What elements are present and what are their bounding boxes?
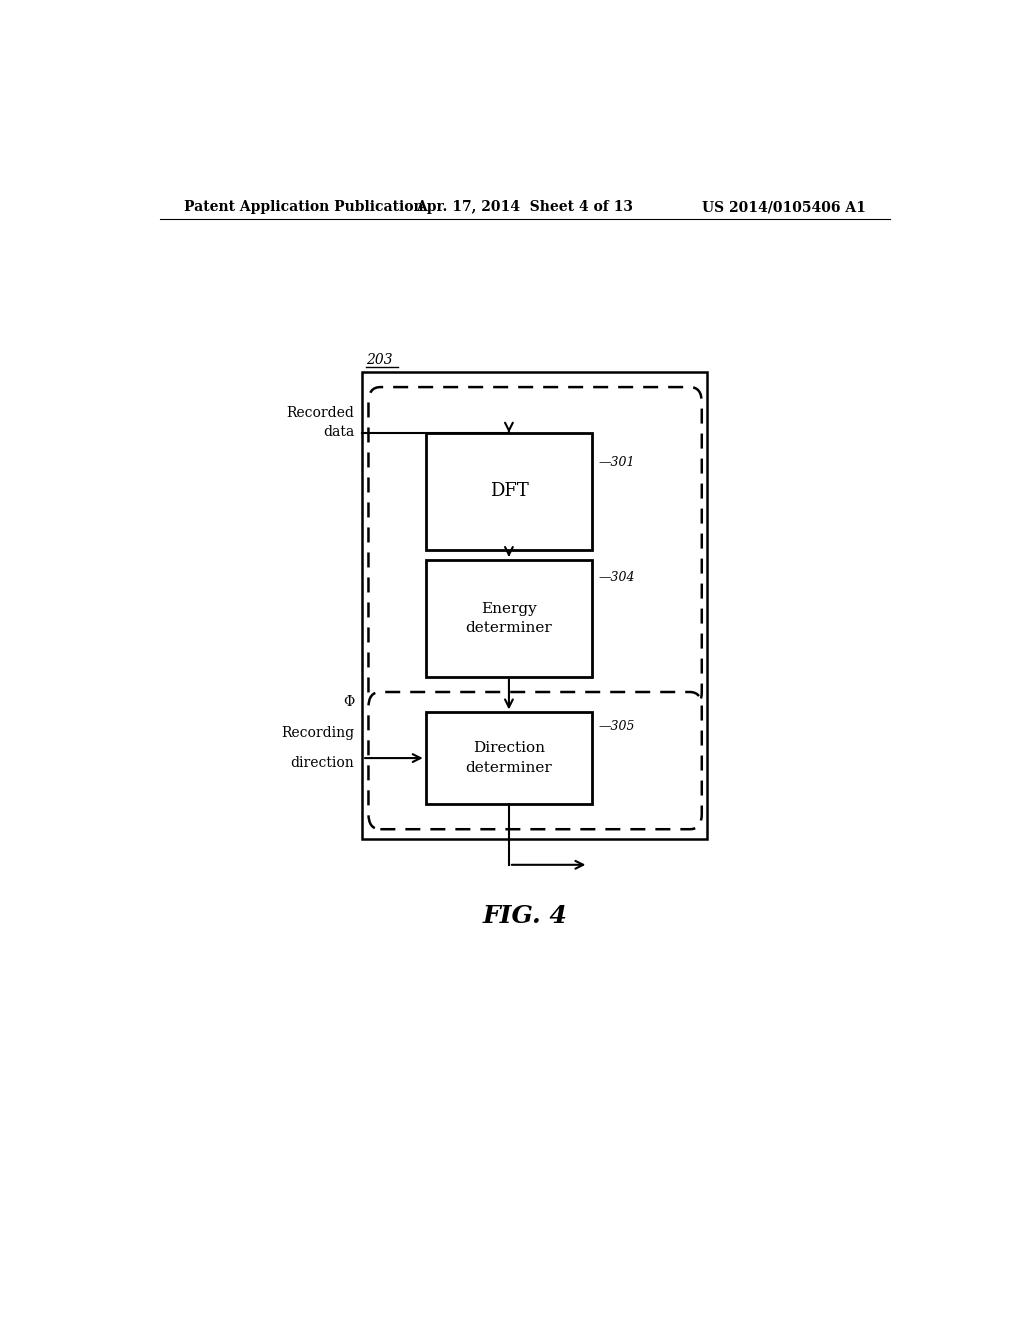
Text: Recorded
data: Recorded data — [287, 407, 354, 438]
Text: —301: —301 — [599, 455, 635, 469]
Text: Φ: Φ — [343, 696, 354, 709]
Text: Apr. 17, 2014  Sheet 4 of 13: Apr. 17, 2014 Sheet 4 of 13 — [417, 201, 633, 214]
Text: Direction
determiner: Direction determiner — [466, 742, 552, 775]
Text: DFT: DFT — [489, 482, 528, 500]
Bar — [362, 372, 708, 840]
FancyBboxPatch shape — [369, 387, 701, 708]
Text: FIG. 4: FIG. 4 — [482, 904, 567, 928]
Bar — [426, 433, 592, 549]
Text: Energy
determiner: Energy determiner — [466, 602, 552, 635]
Text: 203: 203 — [367, 352, 393, 367]
Bar — [426, 713, 592, 804]
FancyBboxPatch shape — [369, 692, 701, 829]
Text: —304: —304 — [599, 572, 635, 583]
Text: —305: —305 — [599, 719, 635, 733]
Text: Recording: Recording — [281, 726, 354, 739]
Bar — [426, 560, 592, 677]
Text: Patent Application Publication: Patent Application Publication — [183, 201, 423, 214]
Text: direction: direction — [291, 756, 354, 770]
Text: US 2014/0105406 A1: US 2014/0105406 A1 — [702, 201, 866, 214]
